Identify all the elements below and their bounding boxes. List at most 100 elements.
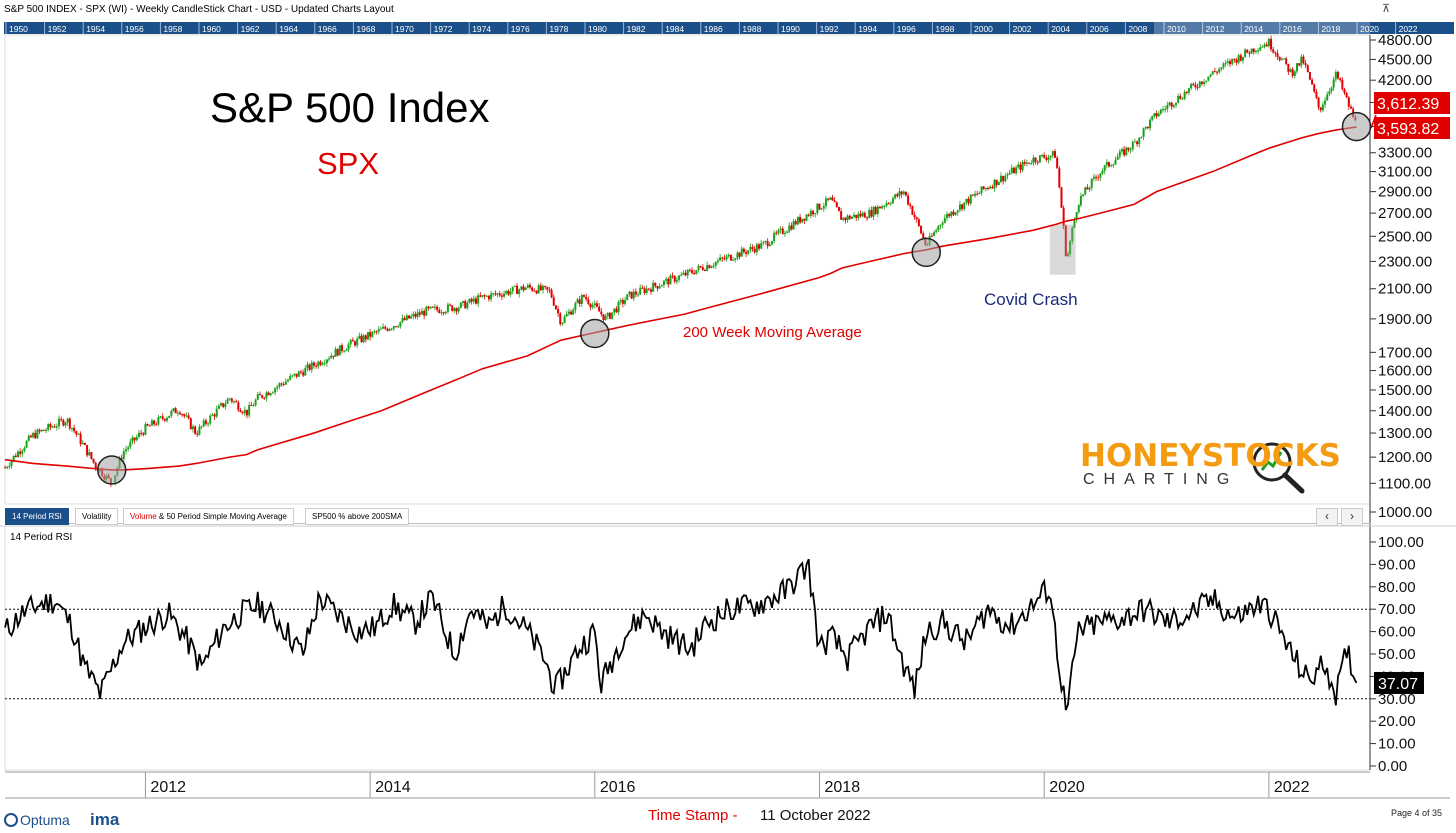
candle-body xyxy=(868,210,871,219)
candle-body xyxy=(1032,157,1035,164)
candle-body xyxy=(1092,176,1095,179)
candle-body xyxy=(827,198,830,200)
candle-body xyxy=(963,202,966,209)
candle-body xyxy=(848,215,851,219)
candle-body xyxy=(209,415,212,424)
candle-body xyxy=(1082,194,1085,196)
candle-body xyxy=(1090,178,1093,188)
candle-body xyxy=(1311,79,1314,85)
candle-body xyxy=(299,371,302,373)
candle-body xyxy=(1185,92,1188,94)
candle-body xyxy=(92,458,95,463)
candle-body xyxy=(58,418,61,427)
candle-body xyxy=(1136,141,1139,145)
candle-body xyxy=(304,368,307,376)
candle-body xyxy=(410,316,413,319)
candle-body xyxy=(86,444,89,456)
candle-body xyxy=(358,335,361,339)
candle-body xyxy=(1246,49,1249,53)
candle-body xyxy=(1172,105,1175,107)
candle-body xyxy=(859,213,862,217)
candle-body xyxy=(1114,159,1117,165)
candle-body xyxy=(561,322,564,325)
prev-tab-button[interactable]: ‹ xyxy=(1316,508,1338,526)
timestamp-label: Time Stamp - xyxy=(648,807,738,824)
candle-body xyxy=(215,408,218,417)
candle-body xyxy=(388,328,391,331)
candle-body xyxy=(10,460,13,467)
candle-body xyxy=(1265,44,1268,47)
candle-body xyxy=(230,398,233,402)
candle-body xyxy=(21,450,24,454)
tab-sp500-above[interactable]: SP500 % above 200SMA xyxy=(305,508,410,525)
candle-body xyxy=(1298,63,1301,66)
pin-icon[interactable]: ⊼ xyxy=(1381,3,1390,15)
tab-rsi[interactable]: 14 Period RSI xyxy=(5,508,69,525)
candle-body xyxy=(1272,49,1275,53)
candle-body xyxy=(1328,91,1331,95)
candle-body xyxy=(1103,165,1106,171)
candle-body xyxy=(1203,81,1206,84)
year-label: 2006 xyxy=(1090,24,1109,34)
overview-year-strip[interactable]: 1950 1952 1954 1956 1958 1960 1962 1964 1966 1968… xyxy=(4,22,1454,34)
window-title: S&P 500 INDEX - SPX (WI) - Weekly Candle… xyxy=(4,4,394,15)
candle-body xyxy=(1174,102,1177,106)
candle-body xyxy=(444,311,447,314)
tab-volume[interactable]: Volume & 50 Period Simple Moving Average xyxy=(123,508,294,525)
candle-body xyxy=(550,289,553,298)
next-tab-button[interactable]: › xyxy=(1341,508,1363,526)
candle-body xyxy=(781,228,784,234)
candle-body xyxy=(552,297,555,306)
candle-body xyxy=(520,286,523,290)
year-label: 1990 xyxy=(781,24,800,34)
candle-body xyxy=(1200,81,1203,84)
year-label: 1994 xyxy=(858,24,877,34)
candle-body xyxy=(153,420,156,425)
candle-body xyxy=(974,193,977,196)
candle-body xyxy=(241,412,244,414)
candle-body xyxy=(373,331,376,333)
candle-body xyxy=(347,344,350,350)
rsi-y-tick-label: 80.00 xyxy=(1378,579,1416,596)
candle-body xyxy=(621,300,624,304)
candle-body xyxy=(163,418,166,421)
candle-body xyxy=(1341,79,1344,90)
candle-body xyxy=(1120,149,1123,152)
candle-body xyxy=(442,312,445,314)
candle-body xyxy=(727,254,730,257)
overview-year-axis: 1950 1952 1954 1956 1958 1960 1962 1964 1966 1968… xyxy=(5,22,1418,34)
year-label: 1968 xyxy=(356,24,375,34)
candle-body xyxy=(351,339,354,342)
year-label: 2014 xyxy=(1244,24,1263,34)
candle-body xyxy=(762,242,765,244)
candle-body xyxy=(790,225,793,230)
candle-body xyxy=(433,306,436,308)
candle-body xyxy=(392,326,395,329)
year-label: 1970 xyxy=(395,24,414,34)
tab-volatility[interactable]: Volatility xyxy=(75,508,119,525)
price-y-tick-label: 1100.00 xyxy=(1378,475,1431,492)
candle-body xyxy=(122,451,125,460)
candle-body xyxy=(939,224,942,226)
candle-body xyxy=(643,288,646,294)
touch-circle xyxy=(580,318,610,349)
candle-body xyxy=(898,191,901,197)
candle-body xyxy=(563,316,566,323)
candle-body xyxy=(900,191,903,195)
candle-body xyxy=(920,225,923,234)
rsi-y-tick-label: 70.00 xyxy=(1378,601,1416,618)
magnifier-handle xyxy=(1282,472,1305,494)
window-titlebar: S&P 500 INDEX - SPX (WI) - Weekly Candle… xyxy=(0,0,1456,22)
candle-body xyxy=(917,219,920,226)
candle-body xyxy=(360,335,363,342)
candle-body xyxy=(362,335,365,342)
candle-body xyxy=(567,311,570,315)
candle-body xyxy=(356,338,359,346)
candle-body xyxy=(403,317,406,321)
chart-title: S&P 500 Index xyxy=(210,84,490,131)
candle-body xyxy=(1105,162,1108,166)
candle-body xyxy=(580,295,583,304)
candle-body xyxy=(794,221,797,225)
year-label: 1986 xyxy=(704,24,723,34)
